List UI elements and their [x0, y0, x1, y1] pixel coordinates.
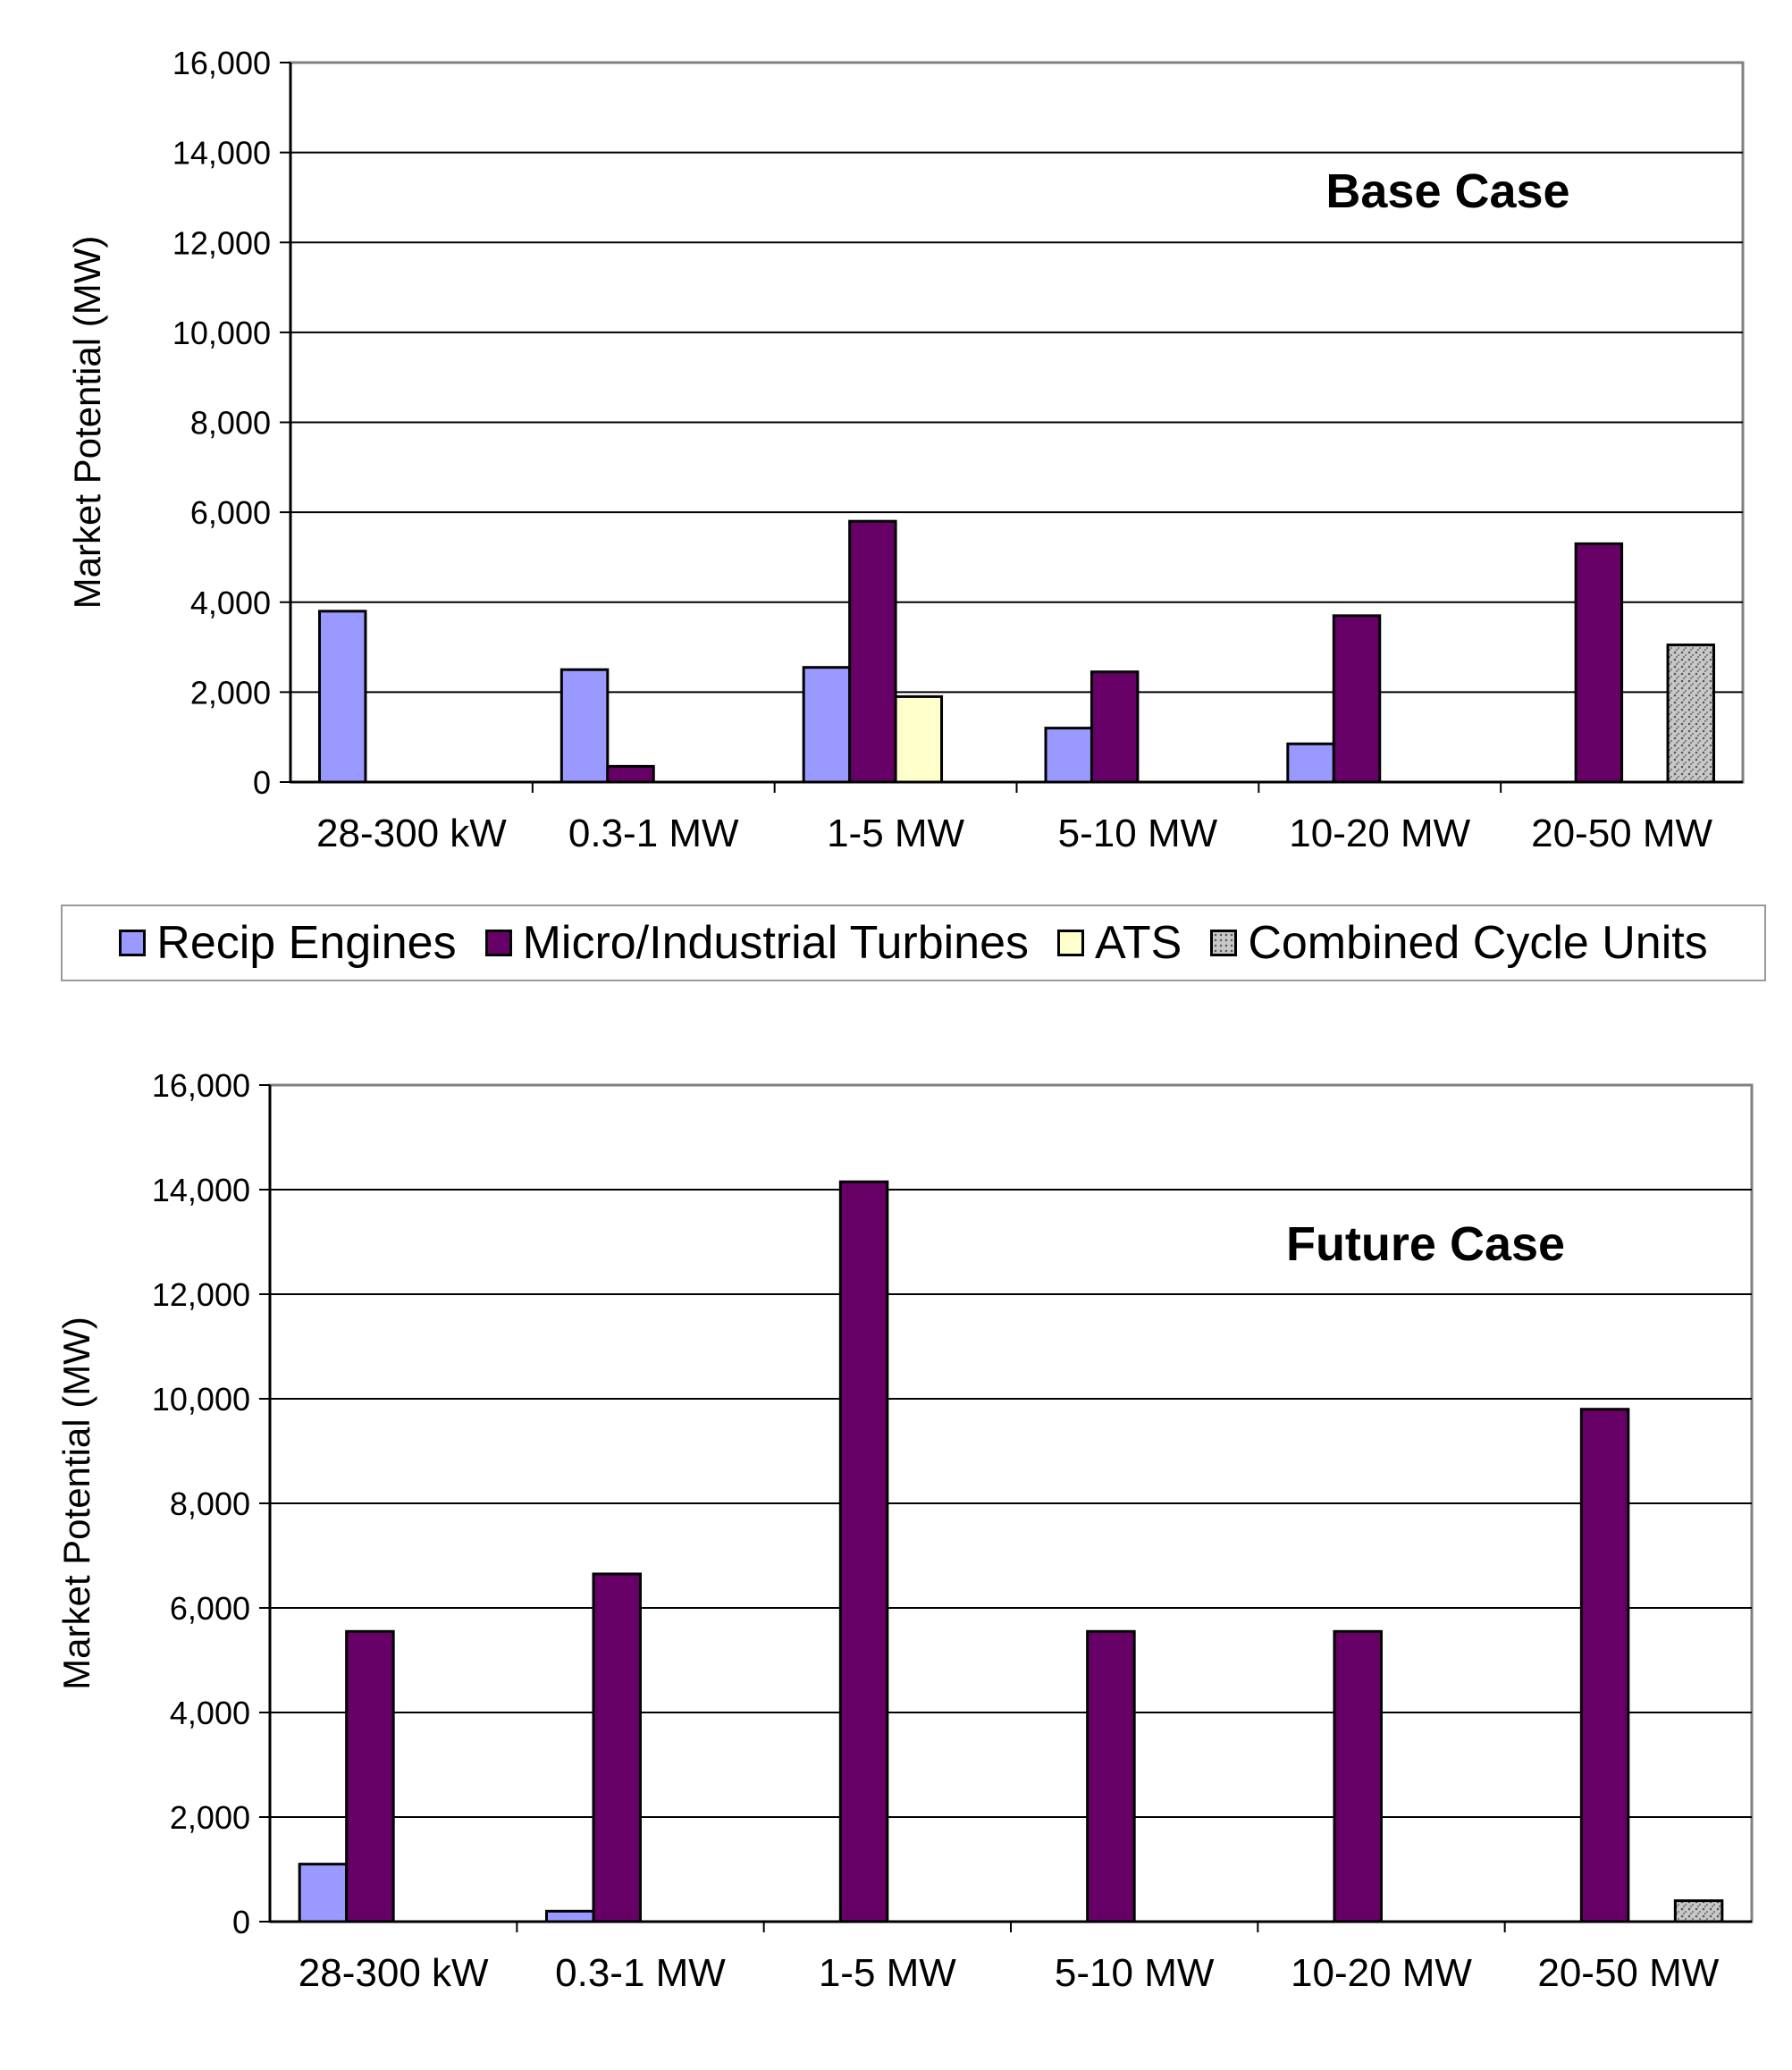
legend: Recip Engines Micro/Industrial Turbines …	[61, 905, 1766, 981]
x-tick-label: 10-20 MW	[1289, 812, 1470, 855]
x-tick-label: 10-20 MW	[1291, 1951, 1472, 1995]
y-tick-label: 14,000	[172, 135, 271, 172]
bar-turbines	[848, 519, 897, 784]
bar-turbines	[345, 1629, 395, 1923]
legend-swatch-ats	[1057, 930, 1085, 956]
chart-title: Base Case	[1325, 164, 1569, 218]
x-tick-label: 28-300 kW	[316, 812, 507, 855]
bar-turbines	[1579, 1408, 1630, 1923]
bar-recip	[544, 1909, 595, 1923]
y-axis-label: Market Potential (MW)	[55, 1317, 97, 1690]
y-tick-label: 8,000	[190, 405, 271, 442]
bar-turbines	[1574, 542, 1624, 784]
x-tick-label: 0.3-1 MW	[568, 812, 739, 855]
legend-item-recip-engines: Recip Engines	[119, 916, 457, 970]
x-tick-label: 20-50 MW	[1537, 1951, 1719, 1995]
y-tick-label: 4,000	[170, 1695, 250, 1731]
y-tick-label: 2,000	[170, 1799, 250, 1836]
y-axis-label: Market Potential (MW)	[66, 236, 108, 610]
bar-turbines	[1090, 670, 1140, 784]
y-tick-label: 16,000	[152, 1067, 250, 1104]
x-tick-label: 5-10 MW	[1055, 1951, 1215, 1995]
legend-swatch-recip	[119, 930, 147, 956]
y-tick-label: 6,000	[170, 1590, 250, 1627]
legend-swatch-turbines	[484, 930, 512, 956]
y-tick-label: 4,000	[190, 585, 271, 621]
x-tick-label: 20-50 MW	[1531, 812, 1712, 855]
bar-recip	[298, 1863, 349, 1923]
bar-combined-cycle	[1666, 644, 1715, 784]
bar-turbines	[1332, 614, 1382, 784]
legend-label-recip: Recip Engines	[156, 917, 457, 969]
bar-combined-cycle	[1673, 1899, 1724, 1923]
y-tick-label: 6,000	[190, 494, 271, 531]
x-tick-label: 1-5 MW	[827, 812, 964, 855]
bar-recip	[1286, 742, 1335, 784]
y-tick-label: 12,000	[152, 1276, 250, 1313]
legend-item-ats: ATS	[1057, 916, 1182, 970]
bar-turbines	[1086, 1629, 1136, 1923]
bar-ats	[894, 694, 944, 784]
y-tick-label: 12,000	[172, 224, 271, 261]
y-tick-label: 0	[253, 764, 271, 801]
x-tick-label: 1-5 MW	[819, 1951, 956, 1995]
legend-label-ats: ATS	[1095, 917, 1182, 969]
y-tick-label: 0	[232, 1904, 250, 1940]
legend-item-turbines: Micro/Industrial Turbines	[484, 916, 1030, 970]
bar-turbines	[592, 1572, 642, 1923]
y-tick-label: 14,000	[152, 1172, 250, 1208]
bar-turbines	[1333, 1629, 1384, 1923]
bar-recip	[559, 668, 610, 784]
bar-recip	[1044, 727, 1093, 784]
legend-label-turbines: Micro/Industrial Turbines	[522, 917, 1030, 969]
x-tick-label: 28-300 kW	[299, 1951, 489, 1995]
legend-item-combined-cycle: Combined Cycle Units	[1210, 916, 1708, 970]
y-tick-label: 10,000	[172, 315, 271, 351]
legend-swatch-combined	[1210, 930, 1238, 956]
y-tick-label: 16,000	[172, 45, 271, 81]
bar-turbines	[606, 764, 655, 784]
chart-title: Future Case	[1286, 1217, 1565, 1271]
bar-recip	[802, 666, 852, 784]
x-tick-label: 5-10 MW	[1058, 812, 1218, 855]
y-tick-label: 10,000	[152, 1381, 250, 1418]
bar-recip	[318, 610, 367, 784]
base-case-chart: 0 2,000 4,000 6,000 8,000 10,000 12,000 14,000 1…	[66, 45, 1745, 855]
future-case-chart: 0 2,000 4,000 6,000 8,000 10,000 12,000 14,000 1…	[55, 1067, 1754, 1995]
bar-turbines	[838, 1180, 889, 1923]
y-tick-label: 8,000	[170, 1485, 250, 1522]
x-tick-label: 0.3-1 MW	[555, 1951, 726, 1995]
legend-label-combined: Combined Cycle Units	[1248, 917, 1708, 969]
y-tick-label: 2,000	[190, 674, 271, 711]
